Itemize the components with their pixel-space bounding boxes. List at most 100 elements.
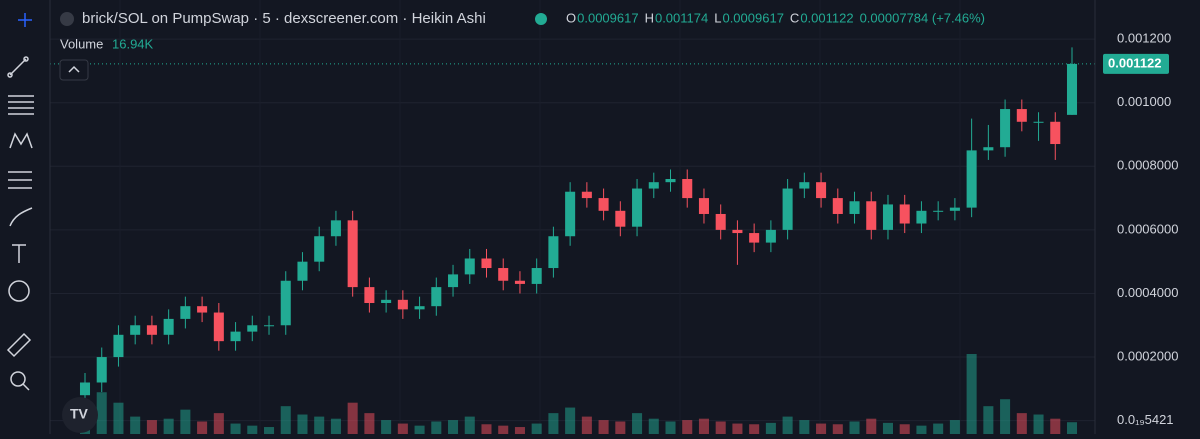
y-tick-label: 0.0004000 (1117, 285, 1178, 300)
candle-body (933, 210, 944, 212)
collapse-icon (68, 65, 80, 73)
candle-body (983, 147, 994, 151)
candle-body (899, 204, 910, 224)
status-dot (535, 13, 547, 25)
candle-body (832, 198, 843, 214)
volume-bar (949, 420, 960, 434)
candle-body (263, 325, 275, 327)
candle-body (665, 179, 676, 183)
volume-bar (715, 421, 726, 434)
brush-tool[interactable] (9, 207, 33, 227)
candle-body (397, 299, 408, 310)
volume-bar (581, 416, 592, 434)
volume-label: Volume (60, 36, 103, 51)
candle-body (180, 306, 191, 319)
volume-bar (146, 420, 157, 434)
logo-mark: TV (70, 406, 89, 422)
volume-bar (514, 427, 525, 434)
volume-bar (866, 418, 877, 434)
candle-body (1016, 109, 1027, 122)
volume-bar (782, 416, 793, 434)
candle-body (799, 182, 810, 189)
toolbar[interactable] (6, 13, 34, 391)
ohlc-key: L (714, 10, 721, 25)
volume-bar (983, 406, 994, 434)
candle-body (330, 220, 341, 237)
y-tick-label: 0.0₁₉5421 (1117, 412, 1174, 427)
candle-body (749, 233, 760, 243)
candle-body (213, 312, 224, 342)
volume-bar (498, 425, 509, 434)
volume-bar (280, 406, 291, 434)
measure-tool[interactable] (6, 332, 32, 358)
volume-bar (314, 416, 325, 434)
logo (62, 397, 98, 433)
candle-body (949, 207, 960, 211)
volume-bar (230, 423, 241, 434)
ohlc-key: O (566, 10, 576, 25)
volume-bar (698, 418, 709, 434)
candle-body (1050, 121, 1061, 145)
volume-value: 16.94K (112, 36, 154, 51)
candle-body (464, 258, 475, 275)
candle-body (548, 236, 559, 269)
fib-tool[interactable] (8, 95, 34, 115)
volume-bar (347, 402, 358, 434)
volume-bar (197, 421, 208, 434)
candle-body (682, 179, 693, 199)
candle-body (715, 213, 726, 230)
y-tick-label: 0.0002000 (1117, 348, 1178, 363)
volume-bar (113, 402, 124, 434)
symbol-icon (60, 12, 74, 26)
candle-body (230, 331, 241, 342)
text-tool[interactable] (12, 244, 26, 263)
projection-tool[interactable] (8, 171, 32, 189)
icon-tool[interactable] (8, 280, 30, 302)
trend-line-tool[interactable] (9, 58, 27, 76)
volume-bar (381, 420, 392, 434)
plot (50, 0, 1095, 434)
volume-bar (213, 413, 224, 434)
volume-bar (565, 407, 576, 434)
y-tick-label: 0.001000 (1117, 94, 1171, 109)
volume-bar (96, 392, 107, 434)
pattern-tool[interactable] (9, 132, 33, 149)
collapse-button[interactable] (59, 59, 89, 81)
candle-body (314, 236, 325, 262)
candle-body (916, 210, 927, 224)
volume-bar (448, 420, 459, 434)
candle-body (632, 188, 643, 227)
volume-bar (163, 418, 174, 434)
y-tick-label: 0.001200 (1117, 31, 1171, 46)
candle-body (431, 287, 442, 307)
candle-body (364, 287, 375, 304)
candle-body (1066, 63, 1078, 115)
candle-body (481, 258, 492, 269)
volume-bar (732, 423, 743, 434)
candle-body (297, 261, 308, 281)
ohlc-legend: O 0.0009617 H 0.001174 L 0.0009617 C 0.001122 0.… (566, 10, 985, 25)
ohlc-key: H (645, 10, 654, 25)
candle-body (347, 220, 358, 288)
y-tick-label: 0.0008000 (1117, 158, 1178, 173)
candle-body (1033, 121, 1044, 123)
volume-bar (414, 425, 425, 434)
volume-bar (247, 425, 258, 434)
crosshair-tool[interactable] (18, 13, 32, 27)
volume-bar (1016, 413, 1027, 434)
zoom-tool[interactable] (10, 371, 26, 387)
volume-bar (832, 424, 843, 434)
volume-bar (263, 427, 275, 434)
candle-body (197, 306, 208, 313)
ohlc-value: 0.001174 (655, 10, 708, 25)
volume-bar (481, 424, 492, 434)
volume-bar (364, 413, 375, 434)
candle-body (782, 188, 793, 230)
ohlc-key: C (790, 10, 799, 25)
volume-bar (598, 420, 609, 434)
candle-body (531, 268, 542, 284)
ohlc-change: 0.00007784 (+7.46%) (860, 10, 985, 25)
volume-bar (916, 425, 927, 434)
volume-bar (1066, 422, 1078, 434)
